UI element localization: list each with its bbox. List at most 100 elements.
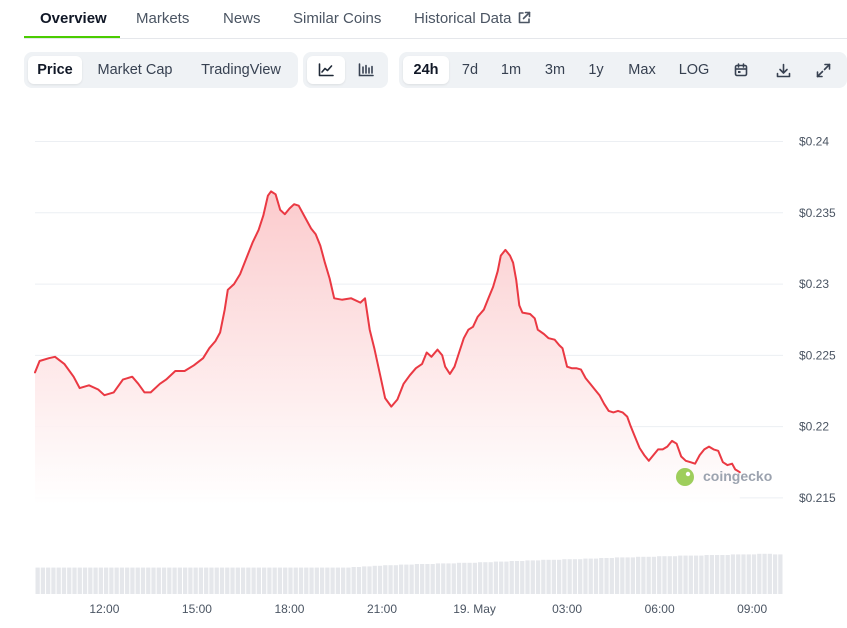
x-tick-label: 12:00: [89, 602, 119, 616]
volume-bar: [177, 567, 182, 594]
volume-bar: [93, 567, 98, 594]
volume-bar: [182, 567, 188, 594]
price-area-fill: [35, 191, 740, 505]
tab-news[interactable]: News: [223, 10, 261, 27]
volume-bar: [346, 567, 351, 594]
external-link-icon: [518, 11, 530, 24]
tab-historical-data[interactable]: Historical Data: [414, 10, 531, 27]
x-tick-label: 03:00: [552, 602, 582, 616]
volume-bar: [198, 567, 204, 594]
time-range-group: 24h 7d 1m 3m 1y Max LOG: [399, 52, 847, 88]
volume-bar: [767, 553, 772, 594]
range-3m-button[interactable]: 3m: [544, 62, 566, 78]
market-cap-button[interactable]: Market Cap: [97, 62, 173, 78]
volume-bar: [167, 567, 172, 594]
x-tick-label: 15:00: [182, 602, 212, 616]
volume-bar: [599, 558, 604, 594]
coingecko-logo-eye: [685, 471, 691, 477]
volume-bar: [330, 567, 335, 594]
volume-bar: [477, 562, 483, 594]
volume-bar: [609, 558, 614, 594]
volume-bar: [135, 567, 140, 594]
fullscreen-icon: [816, 63, 830, 77]
volume-bars: [35, 553, 783, 594]
volume-bar: [240, 567, 246, 594]
volume-bar: [109, 567, 114, 594]
volume-bar: [472, 562, 477, 594]
tab-historical-data-label: Historical Data: [414, 10, 512, 27]
tab-markets[interactable]: Markets: [136, 10, 190, 27]
volume-bar: [551, 559, 556, 594]
volume-bar: [98, 567, 103, 594]
volume-bar: [398, 564, 404, 594]
range-7d-button[interactable]: 7d: [461, 62, 479, 78]
log-scale-button[interactable]: LOG: [678, 62, 710, 78]
line-chart-button[interactable]: [307, 56, 345, 84]
volume-bar: [246, 567, 251, 594]
volume-bar: [309, 567, 314, 594]
volume-bar: [188, 567, 193, 594]
volume-bar: [51, 567, 56, 594]
volume-bar: [393, 565, 398, 594]
tradingview-button[interactable]: TradingView: [201, 62, 281, 78]
download-icon: [776, 63, 790, 77]
chart-style-group: [303, 52, 388, 88]
price-chart[interactable]: $0.215$0.22$0.225$0.23$0.235$0.24 12:00 1…: [0, 100, 847, 628]
volume-bar: [225, 567, 230, 594]
x-tick-label: 09:00: [737, 602, 767, 616]
volume-bar: [651, 556, 657, 594]
tab-overview[interactable]: Overview: [40, 10, 107, 27]
range-1y-button[interactable]: 1y: [588, 62, 604, 78]
volume-bar: [314, 567, 319, 594]
volume-bar: [736, 554, 741, 594]
volume-bar: [657, 556, 662, 594]
volume-bar: [356, 567, 362, 594]
volume-bar: [614, 557, 620, 594]
watermark-text: coingecko: [703, 468, 772, 484]
range-24h-button[interactable]: 24h: [403, 56, 449, 84]
volume-bar: [367, 566, 372, 594]
volume-bar: [435, 563, 441, 594]
volume-bar: [672, 556, 678, 594]
y-tick-label: $0.23: [799, 277, 829, 291]
volume-bar: [82, 567, 88, 594]
range-max-button[interactable]: Max: [628, 62, 656, 78]
volume-bar: [288, 567, 293, 594]
volume-bar: [204, 567, 209, 594]
volume-bar: [67, 567, 72, 594]
volume-bar: [530, 560, 535, 594]
volume-bar: [562, 559, 567, 594]
price-line: [34, 190, 741, 474]
chart-mode-group: Price Market Cap TradingView: [24, 52, 298, 88]
price-button[interactable]: Price: [28, 56, 82, 84]
volume-bar: [746, 554, 751, 594]
volume-bar: [520, 561, 525, 594]
line-chart-icon: [318, 63, 334, 77]
volume-bar: [704, 555, 709, 594]
volume-bar: [625, 557, 630, 594]
x-tick-label: 18:00: [274, 602, 304, 616]
volume-bar: [593, 558, 599, 594]
active-tab-indicator: [24, 36, 120, 38]
range-1m-button[interactable]: 1m: [500, 62, 522, 78]
volume-bar: [388, 565, 393, 594]
y-tick-label: $0.235: [799, 206, 836, 220]
volume-bar: [283, 567, 288, 594]
volume-bar: [277, 567, 283, 594]
candlestick-chart-button[interactable]: [347, 56, 385, 84]
volume-bar: [209, 567, 214, 594]
tab-similar-coins[interactable]: Similar Coins: [293, 10, 382, 27]
volume-bar: [467, 562, 472, 594]
volume-bar: [572, 559, 578, 594]
volume-bar: [103, 567, 109, 594]
coingecko-watermark: coingecko: [676, 468, 772, 486]
download-button[interactable]: [767, 56, 799, 84]
fullscreen-button[interactable]: [807, 56, 839, 84]
volume-bar: [499, 561, 504, 594]
calendar-button[interactable]: [725, 56, 757, 84]
volume-bar: [262, 567, 267, 594]
volume-bar: [40, 567, 46, 594]
volume-bar: [514, 561, 520, 594]
volume-bar: [298, 567, 304, 594]
volume-bar: [525, 560, 530, 594]
